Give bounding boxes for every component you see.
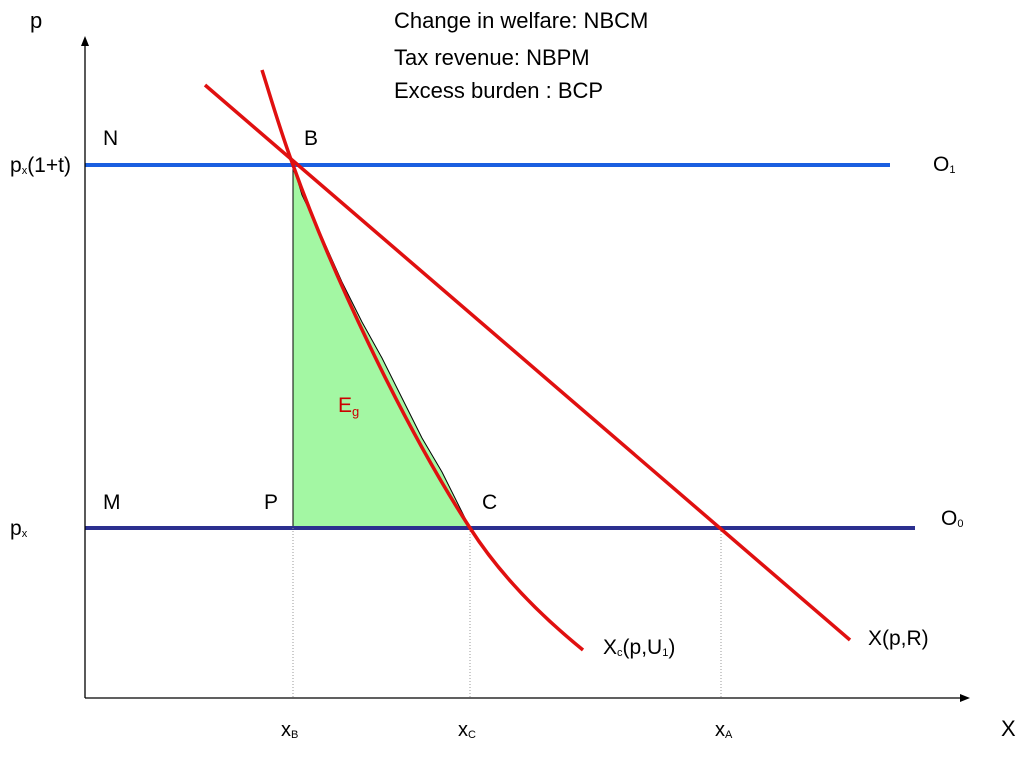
price-tick-label: px [10, 517, 28, 540]
compensated-demand-curve [260, 69, 585, 652]
xb-tick-label: xB [281, 719, 299, 741]
point-b-label: B [304, 127, 319, 150]
x-axis-arrow [960, 694, 970, 702]
compensated-demand-label: Xc(p,U1) [603, 636, 676, 659]
x-axis-label: X [1001, 716, 1016, 741]
point-n-label: N [103, 127, 119, 150]
legend-change-in-welfare: Change in welfare: NBCM [394, 8, 649, 33]
marshallian-demand-curve [203, 83, 852, 642]
excess-burden-region [292, 164, 471, 529]
marshallian-demand-label: X(p,R) [868, 627, 929, 650]
xc-tick-label: xC [458, 719, 476, 741]
point-c-label: C [482, 491, 498, 514]
point-p-label: P [264, 491, 279, 514]
excess-burden-region-label: Eg [338, 394, 360, 419]
legend-excess-burden: Excess burden : BCP [394, 78, 604, 103]
legend-tax-revenue: Tax revenue: NBPM [394, 45, 590, 70]
xa-tick-label: xA [715, 719, 733, 741]
point-m-label: M [103, 491, 121, 514]
taxed-price-tick-label: px(1+t) [10, 154, 71, 177]
y-axis-arrow [81, 36, 89, 46]
line-o0-label: O0 [941, 507, 964, 530]
line-o1-label: O1 [933, 153, 956, 176]
y-axis-label: p [30, 8, 43, 33]
